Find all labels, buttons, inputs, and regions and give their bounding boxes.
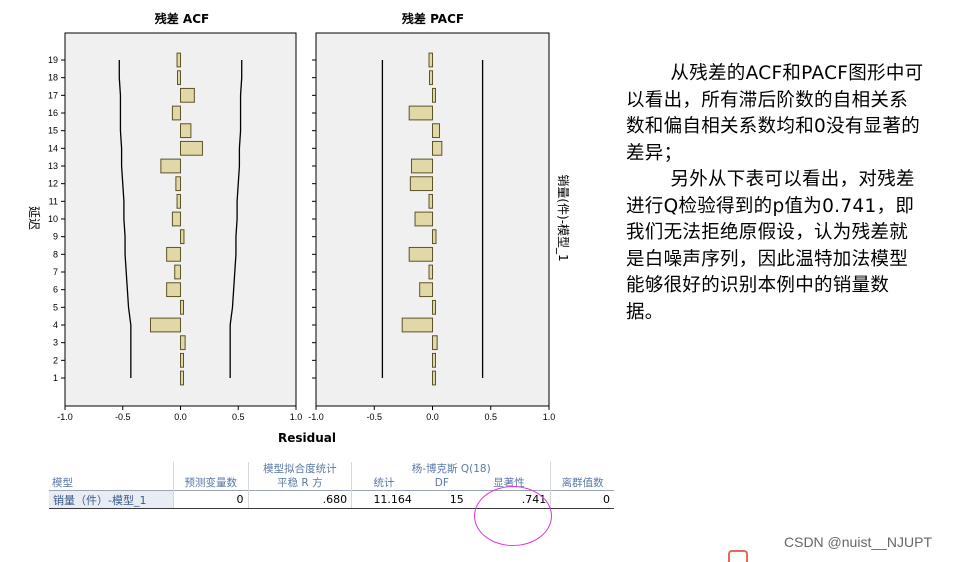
significance-highlight-circle: [474, 486, 552, 546]
cell-statistic: 11.164: [351, 490, 416, 509]
acf-bar: [177, 70, 181, 86]
acf-y-tick-label: 7: [53, 267, 58, 277]
acf-bar: [175, 176, 182, 192]
pacf-title: 残差 PACF: [402, 11, 464, 26]
pacf-x-tick-label: 1.0: [543, 412, 556, 422]
pacf-bar: [409, 176, 433, 192]
pacf-bar: [432, 123, 440, 139]
acf-bar: [149, 317, 182, 333]
corner-logo-fragment: [728, 550, 748, 562]
pacf-bar: [429, 70, 433, 86]
acf-bar: [171, 105, 181, 121]
acf-bar: [166, 282, 181, 298]
acf-bar: [160, 158, 182, 174]
acf-y-tick-label: 17: [48, 90, 58, 100]
col-stationary-r2: 平稳 R 方: [247, 476, 352, 491]
pacf-bar: [432, 140, 443, 156]
pacf-x-tick-label: 0.0: [426, 412, 439, 422]
col-model: 模型: [52, 477, 73, 489]
acf-y-tick-label: 13: [48, 161, 58, 171]
acf-panel: -1.0 -0.5 0.0 0.5 1.012345678910111213141516…: [48, 32, 303, 422]
pacf-bar: [401, 317, 433, 333]
acf-bar: [180, 352, 184, 368]
acf-y-tick-label: 2: [53, 355, 58, 365]
cell-stationary-r2: .680: [247, 490, 352, 509]
acf-y-tick-label: 4: [53, 320, 58, 330]
pacf-bar: [432, 352, 436, 368]
acf-y-tick-label: 6: [53, 285, 58, 295]
acf-bar: [166, 246, 181, 262]
acf-y-tick-label: 10: [48, 214, 58, 224]
acf-bar: [180, 123, 192, 139]
pacf-bar: [428, 52, 434, 68]
pacf-bar: [432, 229, 437, 245]
acf-bar: [174, 264, 182, 280]
fit-stats-group-header: 模型拟合度统计: [247, 462, 352, 476]
col-predictors: 预测变量数: [172, 476, 249, 491]
pacf-bar: [428, 264, 434, 280]
acf-bar: [180, 335, 186, 351]
acf-x-tick-label: 0.5: [232, 412, 245, 422]
pacf-bar: [432, 335, 438, 351]
acf-bar: [180, 370, 184, 386]
pacf-x-tick-label: -1.0: [308, 412, 324, 422]
acf-bar: [176, 193, 182, 209]
pacf-x-tick-label: -0.5: [366, 412, 382, 422]
acf-bar: [180, 140, 203, 156]
acf-y-tick-label: 14: [48, 143, 58, 153]
acf-bar: [180, 229, 185, 245]
ljung-box-group-header: 杨-博克斯 Q(18): [351, 462, 551, 476]
acf-y-tick-label: 5: [53, 302, 58, 312]
pacf-bar: [419, 282, 433, 298]
y-axis-label: 延迟: [27, 206, 41, 230]
acf-y-tick-label: 3: [53, 338, 58, 348]
pacf-bar: [414, 211, 433, 227]
acf-bar: [171, 211, 181, 227]
cell-predictors: 0: [172, 490, 249, 509]
pacf-bar: [428, 193, 434, 209]
x-axis-label: Residual: [278, 431, 336, 445]
cell-df: 15: [415, 490, 468, 509]
acf-y-tick-label: 11: [49, 196, 58, 206]
note-paragraph-1: 从残差的ACF和PACF图形中可以看出，所有滞后阶数的自相关系数和偏自相关系数均…: [626, 63, 924, 164]
acf-y-tick-label: 18: [48, 73, 58, 83]
acf-y-tick-label: 8: [53, 249, 58, 259]
acf-bar: [176, 52, 182, 68]
pacf-bar: [411, 158, 433, 174]
acf-y-tick-label: 15: [48, 126, 58, 136]
acf-x-tick-label: -0.5: [115, 412, 131, 422]
col-outliers: 离群值数: [550, 476, 614, 491]
acf-bar: [180, 299, 184, 315]
watermark: CSDN @nuist__NJUPT: [784, 534, 933, 550]
pacf-x-tick-label: 0.5: [484, 412, 497, 422]
cell-outliers: 0: [550, 490, 614, 509]
cell-model: 销量（件）-模型_1: [49, 490, 174, 509]
acf-y-tick-label: 19: [48, 55, 58, 65]
acf-x-tick-label: 1.0: [290, 412, 303, 422]
acf-y-tick-label: 16: [48, 108, 58, 118]
acf-lower-conf-limit: [118, 60, 132, 378]
acf-bar: [180, 87, 195, 103]
acf-x-tick-label: -1.0: [57, 412, 73, 422]
analysis-note: 从残差的ACF和PACF图形中可以看出，所有滞后阶数的自相关系数和偏自相关系数均…: [626, 61, 926, 326]
pacf-bar: [432, 370, 436, 386]
acf-y-tick-label: 1: [53, 373, 58, 383]
acf-upper-conf-limit: [229, 60, 243, 378]
acf-x-tick-label: 0.0: [174, 412, 187, 422]
col-df: DF: [434, 477, 449, 489]
pacf-bar: [408, 246, 434, 262]
pacf-panel: -1.0 -0.5 0.0 0.5 1.0: [308, 32, 556, 422]
series-side-label: 销量(件)-模型_1: [556, 174, 570, 261]
pacf-bar: [432, 87, 436, 103]
acf-y-tick-label: 9: [53, 232, 58, 242]
note-paragraph-2: 另外从下表可以看出，对残差进行Q检验得到的p值为0.741，即我们无法拒绝原假设…: [626, 169, 915, 323]
col-statistic: 统计: [351, 476, 416, 491]
pacf-bar: [408, 105, 434, 121]
acf-y-tick-label: 12: [48, 179, 58, 189]
pacf-bar: [432, 299, 436, 315]
acf-title: 残差 ACF: [155, 11, 209, 26]
